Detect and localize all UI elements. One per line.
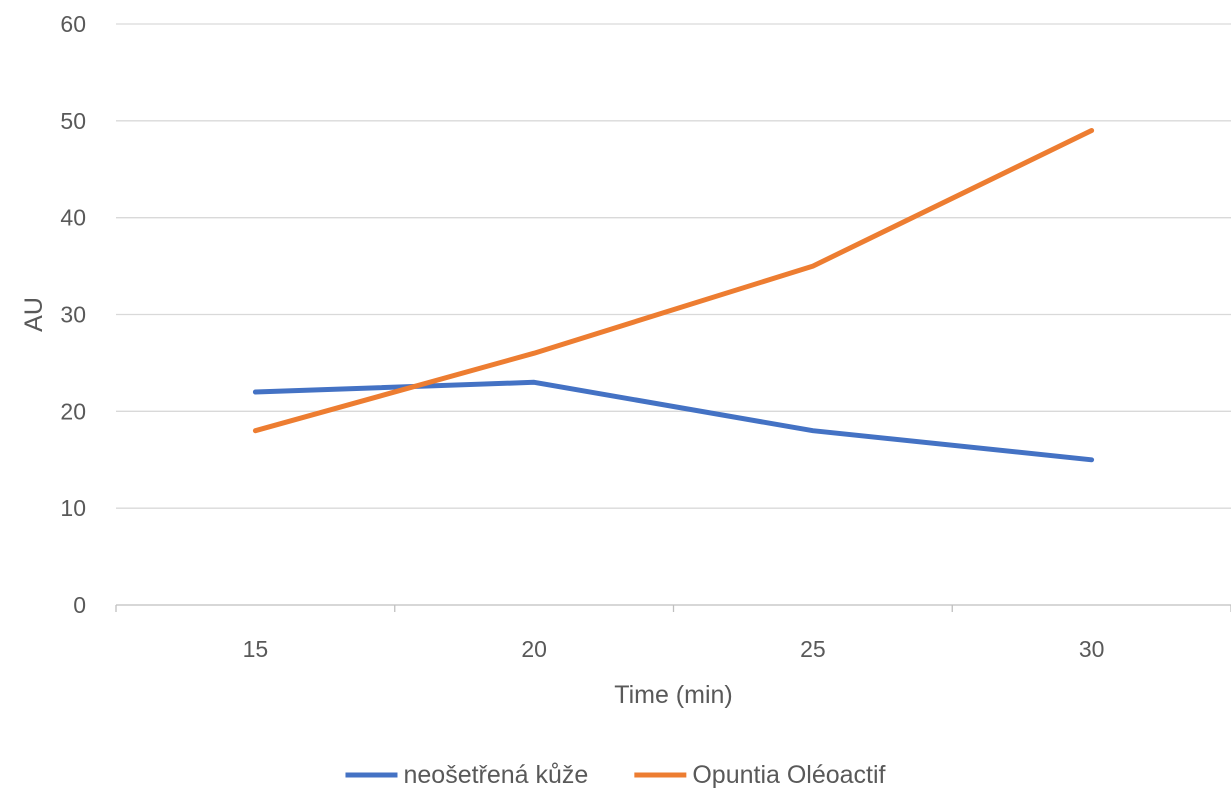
x-axis-tick-labels: 15 20 25 30 [243,636,1105,662]
y-axis-tick-labels: 0 10 20 30 40 50 60 [60,11,86,618]
y-tick-label: 0 [73,592,86,618]
y-tick-label: 20 [60,398,86,424]
series-line-1 [252,379,1095,463]
y-tick-label: 60 [60,11,86,37]
legend-label-2: Opuntia Oléoactif [692,761,885,789]
x-tick-label: 15 [243,636,269,662]
series-lines [252,128,1095,463]
y-tick-label: 40 [60,205,86,231]
x-axis [115,604,1231,612]
x-tick-label: 25 [800,636,826,662]
x-axis-title: Time (min) [614,681,733,709]
legend: neošetřená kůže Opuntia Oléoactif [345,761,886,789]
legend-label-1: neošetřená kůže [403,761,588,789]
y-axis-title: AU [20,297,48,332]
y-tick-label: 50 [60,108,86,134]
x-tick-label: 30 [1079,636,1105,662]
gridlines [116,23,1231,509]
y-tick-label: 30 [60,302,86,328]
series-line-2 [252,128,1095,434]
x-tick-label: 20 [521,636,547,662]
y-tick-label: 10 [60,495,86,521]
